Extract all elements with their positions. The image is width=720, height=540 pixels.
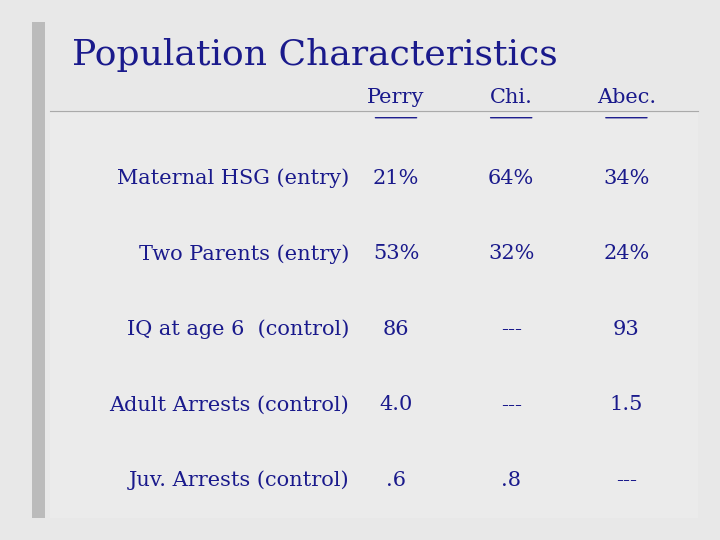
Text: Chi.: Chi. xyxy=(490,87,533,107)
Text: 93: 93 xyxy=(613,320,640,339)
Text: Adult Arrests (control): Adult Arrests (control) xyxy=(109,395,349,415)
Text: 24%: 24% xyxy=(603,244,649,264)
Text: 21%: 21% xyxy=(373,168,419,188)
Text: .6: .6 xyxy=(386,471,406,490)
Text: Two Parents (entry): Two Parents (entry) xyxy=(139,244,349,264)
Text: 1.5: 1.5 xyxy=(610,395,643,415)
Text: 34%: 34% xyxy=(603,168,649,188)
Text: 86: 86 xyxy=(383,320,409,339)
Text: 64%: 64% xyxy=(488,168,534,188)
Text: 32%: 32% xyxy=(488,244,534,264)
Text: .8: .8 xyxy=(501,471,521,490)
Text: 53%: 53% xyxy=(373,244,419,264)
Bar xyxy=(32,22,45,518)
Bar xyxy=(50,113,698,518)
Text: Population Characteristics: Population Characteristics xyxy=(72,38,558,72)
Text: Juv. Arrests (control): Juv. Arrests (control) xyxy=(129,471,349,490)
Text: Abec.: Abec. xyxy=(597,87,656,107)
Text: Perry: Perry xyxy=(367,87,425,107)
Text: IQ at age 6  (control): IQ at age 6 (control) xyxy=(127,320,349,339)
Text: ---: --- xyxy=(500,320,522,339)
Text: 4.0: 4.0 xyxy=(379,395,413,415)
Text: Maternal HSG (entry): Maternal HSG (entry) xyxy=(117,168,349,188)
Text: ---: --- xyxy=(616,471,637,490)
Text: ---: --- xyxy=(500,395,522,415)
